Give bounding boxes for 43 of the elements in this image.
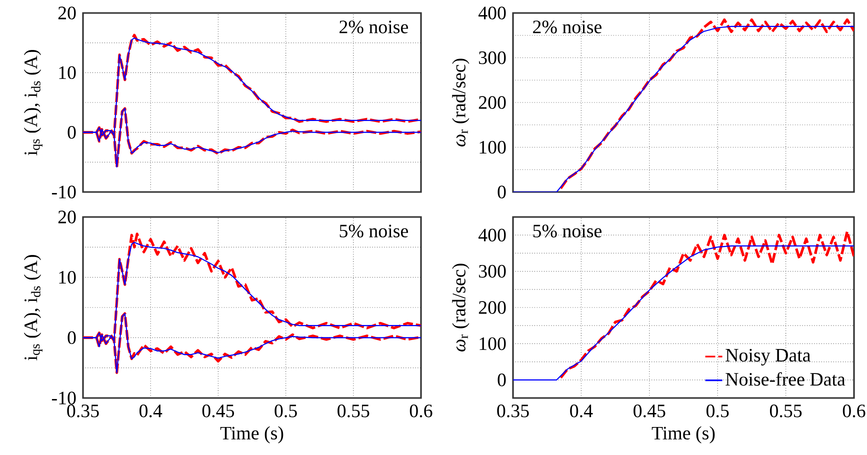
x-tick-label: 0.55 — [338, 404, 370, 418]
y-tick-label: -10 — [52, 392, 76, 404]
annotation: 2% noise — [340, 20, 408, 34]
line-series — [559, 18, 854, 190]
annotation: 5% noise — [340, 224, 408, 238]
y-axis-title: ω$_{r}$ (rad/sec) — [452, 58, 470, 146]
y-tick-label: 0 — [68, 331, 76, 344]
x-tick-label: 0.5 — [274, 404, 297, 418]
y-axis-title: ω$_{r}$ (rad/sec) — [452, 264, 470, 352]
y-tick-label: 20 — [58, 6, 76, 20]
y-tick-label: 300 — [479, 51, 506, 64]
y-tick-label: 200 — [478, 96, 506, 109]
x-axis-title: Time (s) — [220, 426, 284, 444]
annotation: 2% noise — [533, 20, 602, 34]
y-tick-label: 300 — [479, 264, 506, 278]
y-tick-label: 400 — [478, 6, 506, 20]
y-tick-label: 0 — [68, 126, 76, 139]
y-tick-label: 100 — [480, 140, 506, 154]
x-tick-label: 0.4 — [139, 404, 162, 418]
x-tick-label: 0.5 — [706, 404, 729, 418]
legend-label: Noise-free Data — [726, 372, 846, 386]
legend-label: Noisy Data — [726, 348, 811, 366]
y-tick-label: 100 — [480, 337, 506, 350]
y-axis-title: i$_{qs}$ (A), i$_{ds}$ (A) — [24, 50, 42, 156]
y-tick-label: 0 — [498, 186, 506, 198]
x-tick-label: 0.4 — [570, 404, 593, 418]
y-tick-label: 10 — [59, 66, 76, 80]
annotation: 5% noise — [533, 224, 602, 238]
x-tick-label: 0.45 — [202, 404, 234, 418]
y-axis-title: i$_{qs}$ (A), i$_{ds}$ (A) — [24, 255, 42, 360]
x-axis-title: Time (s) — [652, 426, 715, 444]
y-tick-label: 0 — [498, 374, 506, 386]
x-tick-label: 0.55 — [770, 404, 802, 418]
y-tick-label: 400 — [478, 228, 506, 242]
x-tick-label: 0.35 — [497, 404, 529, 418]
y-tick-label: 200 — [478, 301, 506, 314]
x-tick-label: 0.6 — [410, 404, 432, 418]
x-tick-label: 0.35 — [67, 404, 99, 418]
y-tick-label: -10 — [52, 186, 76, 198]
y-tick-label: 20 — [58, 210, 76, 224]
y-tick-label: 10 — [59, 270, 76, 284]
x-tick-label: 0.45 — [634, 404, 666, 418]
x-tick-label: 0.6 — [842, 404, 866, 418]
